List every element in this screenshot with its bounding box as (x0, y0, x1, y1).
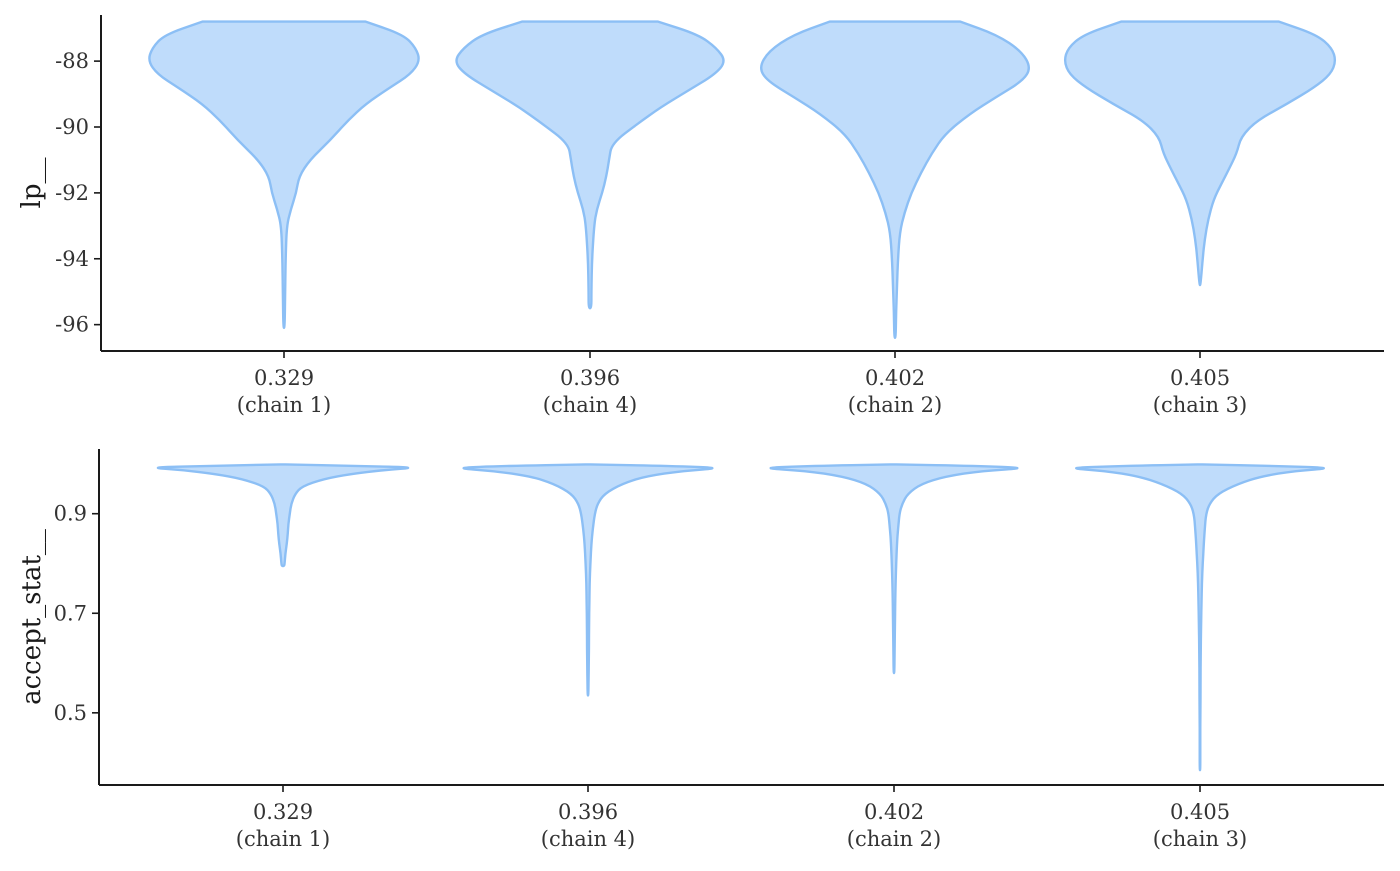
y-tick-label: -92 (55, 181, 89, 205)
violin-accept_stat-0.329 (156, 463, 410, 568)
x-tick-label: 0.396 (558, 800, 618, 824)
x-tick-chain-label: (chain 1) (236, 827, 330, 851)
violin-lp-0.402 (760, 20, 1030, 339)
x-tick-label: 0.329 (253, 800, 313, 824)
x-tick-label: 0.405 (1170, 366, 1230, 390)
y-tick-label: 0.7 (54, 601, 87, 625)
x-tick-label: 0.396 (560, 366, 620, 390)
y-tick-label: -94 (55, 247, 89, 271)
y-tick-label: 0.5 (54, 701, 87, 725)
x-tick-chain-label: (chain 3) (1153, 393, 1247, 417)
y-axis-title: accept_stat__ (17, 529, 47, 705)
violin-accept_stat-0.402 (769, 463, 1019, 675)
x-tick-chain-label: (chain 2) (847, 827, 941, 851)
y-tick-label: -90 (55, 115, 89, 139)
x-tick-label: 0.405 (1170, 800, 1230, 824)
violin-lp-0.396 (455, 20, 725, 310)
x-tick-label: 0.329 (254, 366, 314, 390)
x-tick-chain-label: (chain 4) (543, 393, 637, 417)
x-tick-label: 0.402 (865, 366, 925, 390)
y-tick-label: -96 (55, 313, 89, 337)
x-tick-chain-label: (chain 1) (237, 393, 331, 417)
violin-lp-0.329 (148, 20, 420, 330)
x-tick-chain-label: (chain 2) (848, 393, 942, 417)
x-tick-label: 0.402 (864, 800, 924, 824)
y-tick-label: -88 (55, 49, 89, 73)
violin-accept_stat-0.405 (1075, 463, 1325, 772)
violin-accept_stat-0.396 (462, 463, 714, 697)
chart-panel-1: -88 -90 -92 -94 -96 0.329 (chain 1) 0.396 (chain… (17, 15, 1384, 417)
y-axis-title: lp__ (17, 158, 47, 209)
x-tick-chain-label: (chain 4) (541, 827, 635, 851)
violin-lp-0.405 (1063, 20, 1337, 287)
x-tick-chain-label: (chain 3) (1153, 827, 1247, 851)
chart-panel-2: 0.9 0.7 0.5 0.329 (chain 1) 0.396 (chain 4) 0.4… (17, 449, 1384, 851)
y-tick-label: 0.9 (54, 502, 87, 526)
